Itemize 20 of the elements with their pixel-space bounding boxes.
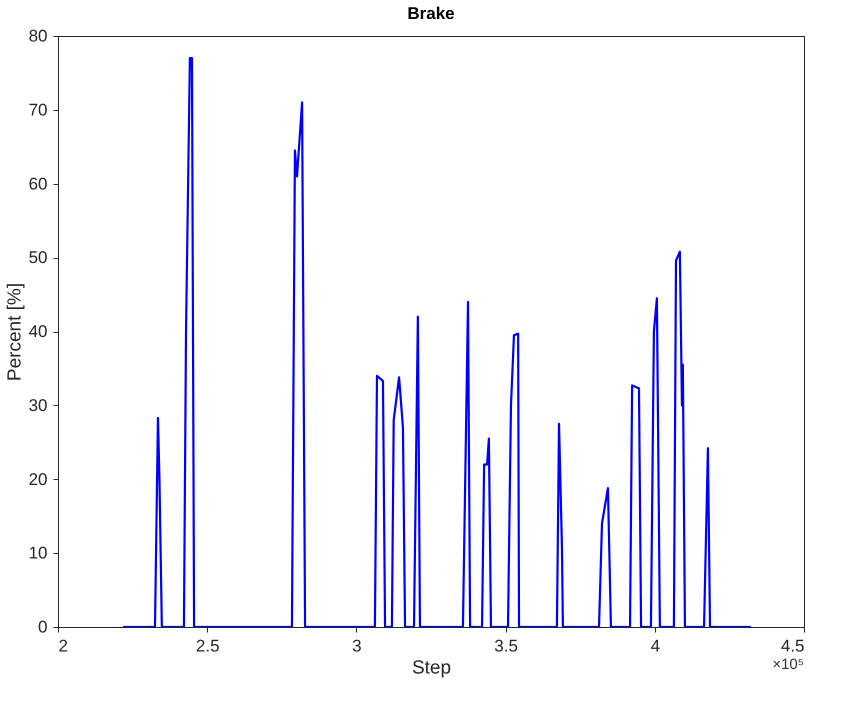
x-tick-label: 4 — [650, 636, 660, 656]
y-tick-label: 0 — [38, 618, 48, 636]
y-tick-label: 60 — [28, 174, 48, 194]
x-tick-label: 2.5 — [196, 636, 220, 656]
x-tick-label: 4.5 — [780, 636, 804, 656]
y-axis-title: Percent [%] — [4, 282, 26, 382]
x-tick-label: 3 — [352, 636, 362, 656]
x-axis-title: Step — [412, 658, 452, 678]
y-tick-label: 80 — [28, 26, 48, 46]
y-tick-label: 10 — [28, 544, 48, 563]
y-tick-label: 30 — [28, 396, 48, 415]
x-tick-label: 2 — [58, 636, 68, 656]
y-tick-label: 50 — [28, 248, 48, 268]
y-tick-label: 40 — [28, 322, 48, 341]
line-series — [122, 57, 752, 627]
chart-title: Brake — [407, 4, 455, 23]
y-tick-label: 20 — [28, 470, 48, 489]
text: ×10⁵ — [772, 656, 804, 673]
x-tick-label: 3.5 — [494, 636, 518, 656]
y-tick-label: 70 — [28, 100, 48, 120]
